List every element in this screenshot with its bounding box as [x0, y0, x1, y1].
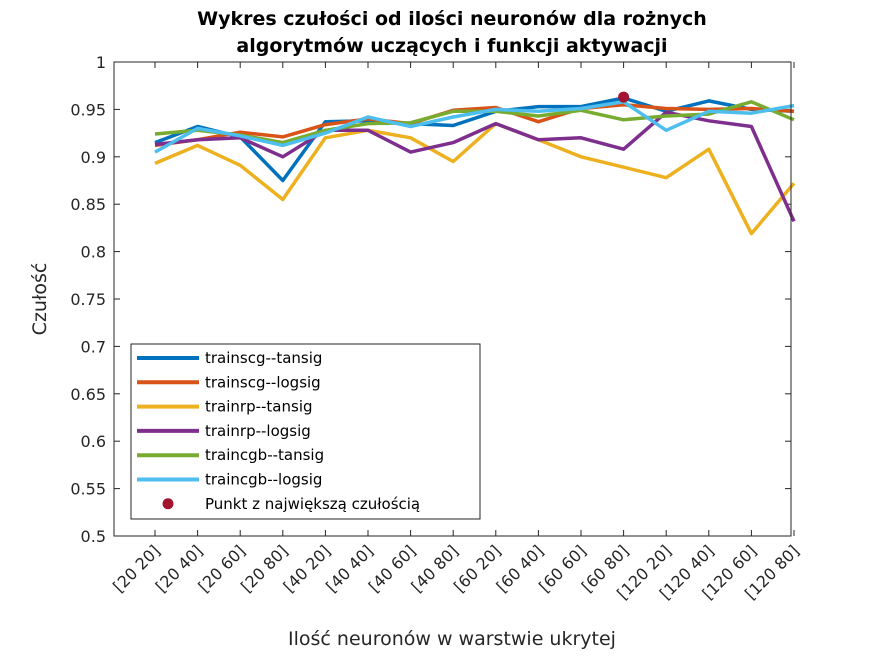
series-line-trainrp--tansig: [154, 121, 796, 236]
chart-title-line-1: Wykres czułości od ilości neuronów dla r…: [197, 8, 707, 30]
legend-label: trainscg--logsig: [205, 373, 321, 391]
highlight-point-group: [618, 91, 630, 103]
highlight-point: [618, 91, 630, 103]
y-tick-label: 0.75: [70, 290, 106, 309]
y-tick-label: 0.55: [70, 480, 106, 499]
legend-label: trainscg--tansig: [205, 349, 322, 367]
y-tick-label: 0.95: [70, 100, 106, 119]
y-tick-label: 0.7: [81, 337, 106, 356]
series-line-traincgb--tansig: [154, 100, 795, 145]
y-axis-label: Czułość: [29, 263, 51, 336]
chart-title-line-2: algorytmów uczących i funkcji aktywacji: [236, 35, 667, 57]
y-tick-label: 0.65: [70, 385, 106, 404]
plot-frame: [113, 61, 792, 537]
series-line-trainscg--tansig: [154, 96, 795, 183]
x-axis-label: Ilość neuronów w warstwie ukrytej: [288, 628, 616, 650]
legend-label: trainrp--logsig: [205, 422, 311, 440]
y-axis: 0.5 0.55 0.6 0.65 0.7 0.75 0.8 0.85 0.9 0.95 1: [70, 53, 791, 546]
y-tick-label: 0.5: [81, 527, 106, 546]
y-tick-label: 1: [96, 53, 106, 72]
legend-swatch-highlight: [162, 498, 174, 510]
y-tick-label: 0.8: [81, 243, 106, 262]
series-line-trainscg--logsig: [154, 102, 795, 148]
legend-label: trainrp--tansig: [205, 398, 313, 416]
legend-label: traincgb--logsig: [205, 471, 322, 489]
series-line-traincgb--logsig: [154, 100, 795, 154]
series-lines: [154, 96, 796, 236]
y-tick-label: 0.6: [81, 432, 106, 451]
legend: trainscg--tansig trainscg--logsig trainrp-…: [130, 343, 481, 520]
legend-label: traincgb--tansig: [205, 446, 324, 464]
y-tick-label: 0.9: [81, 148, 106, 167]
legend-label-highlight: Punkt z największą czułością: [205, 495, 420, 513]
y-tick-label: 0.85: [70, 195, 106, 214]
